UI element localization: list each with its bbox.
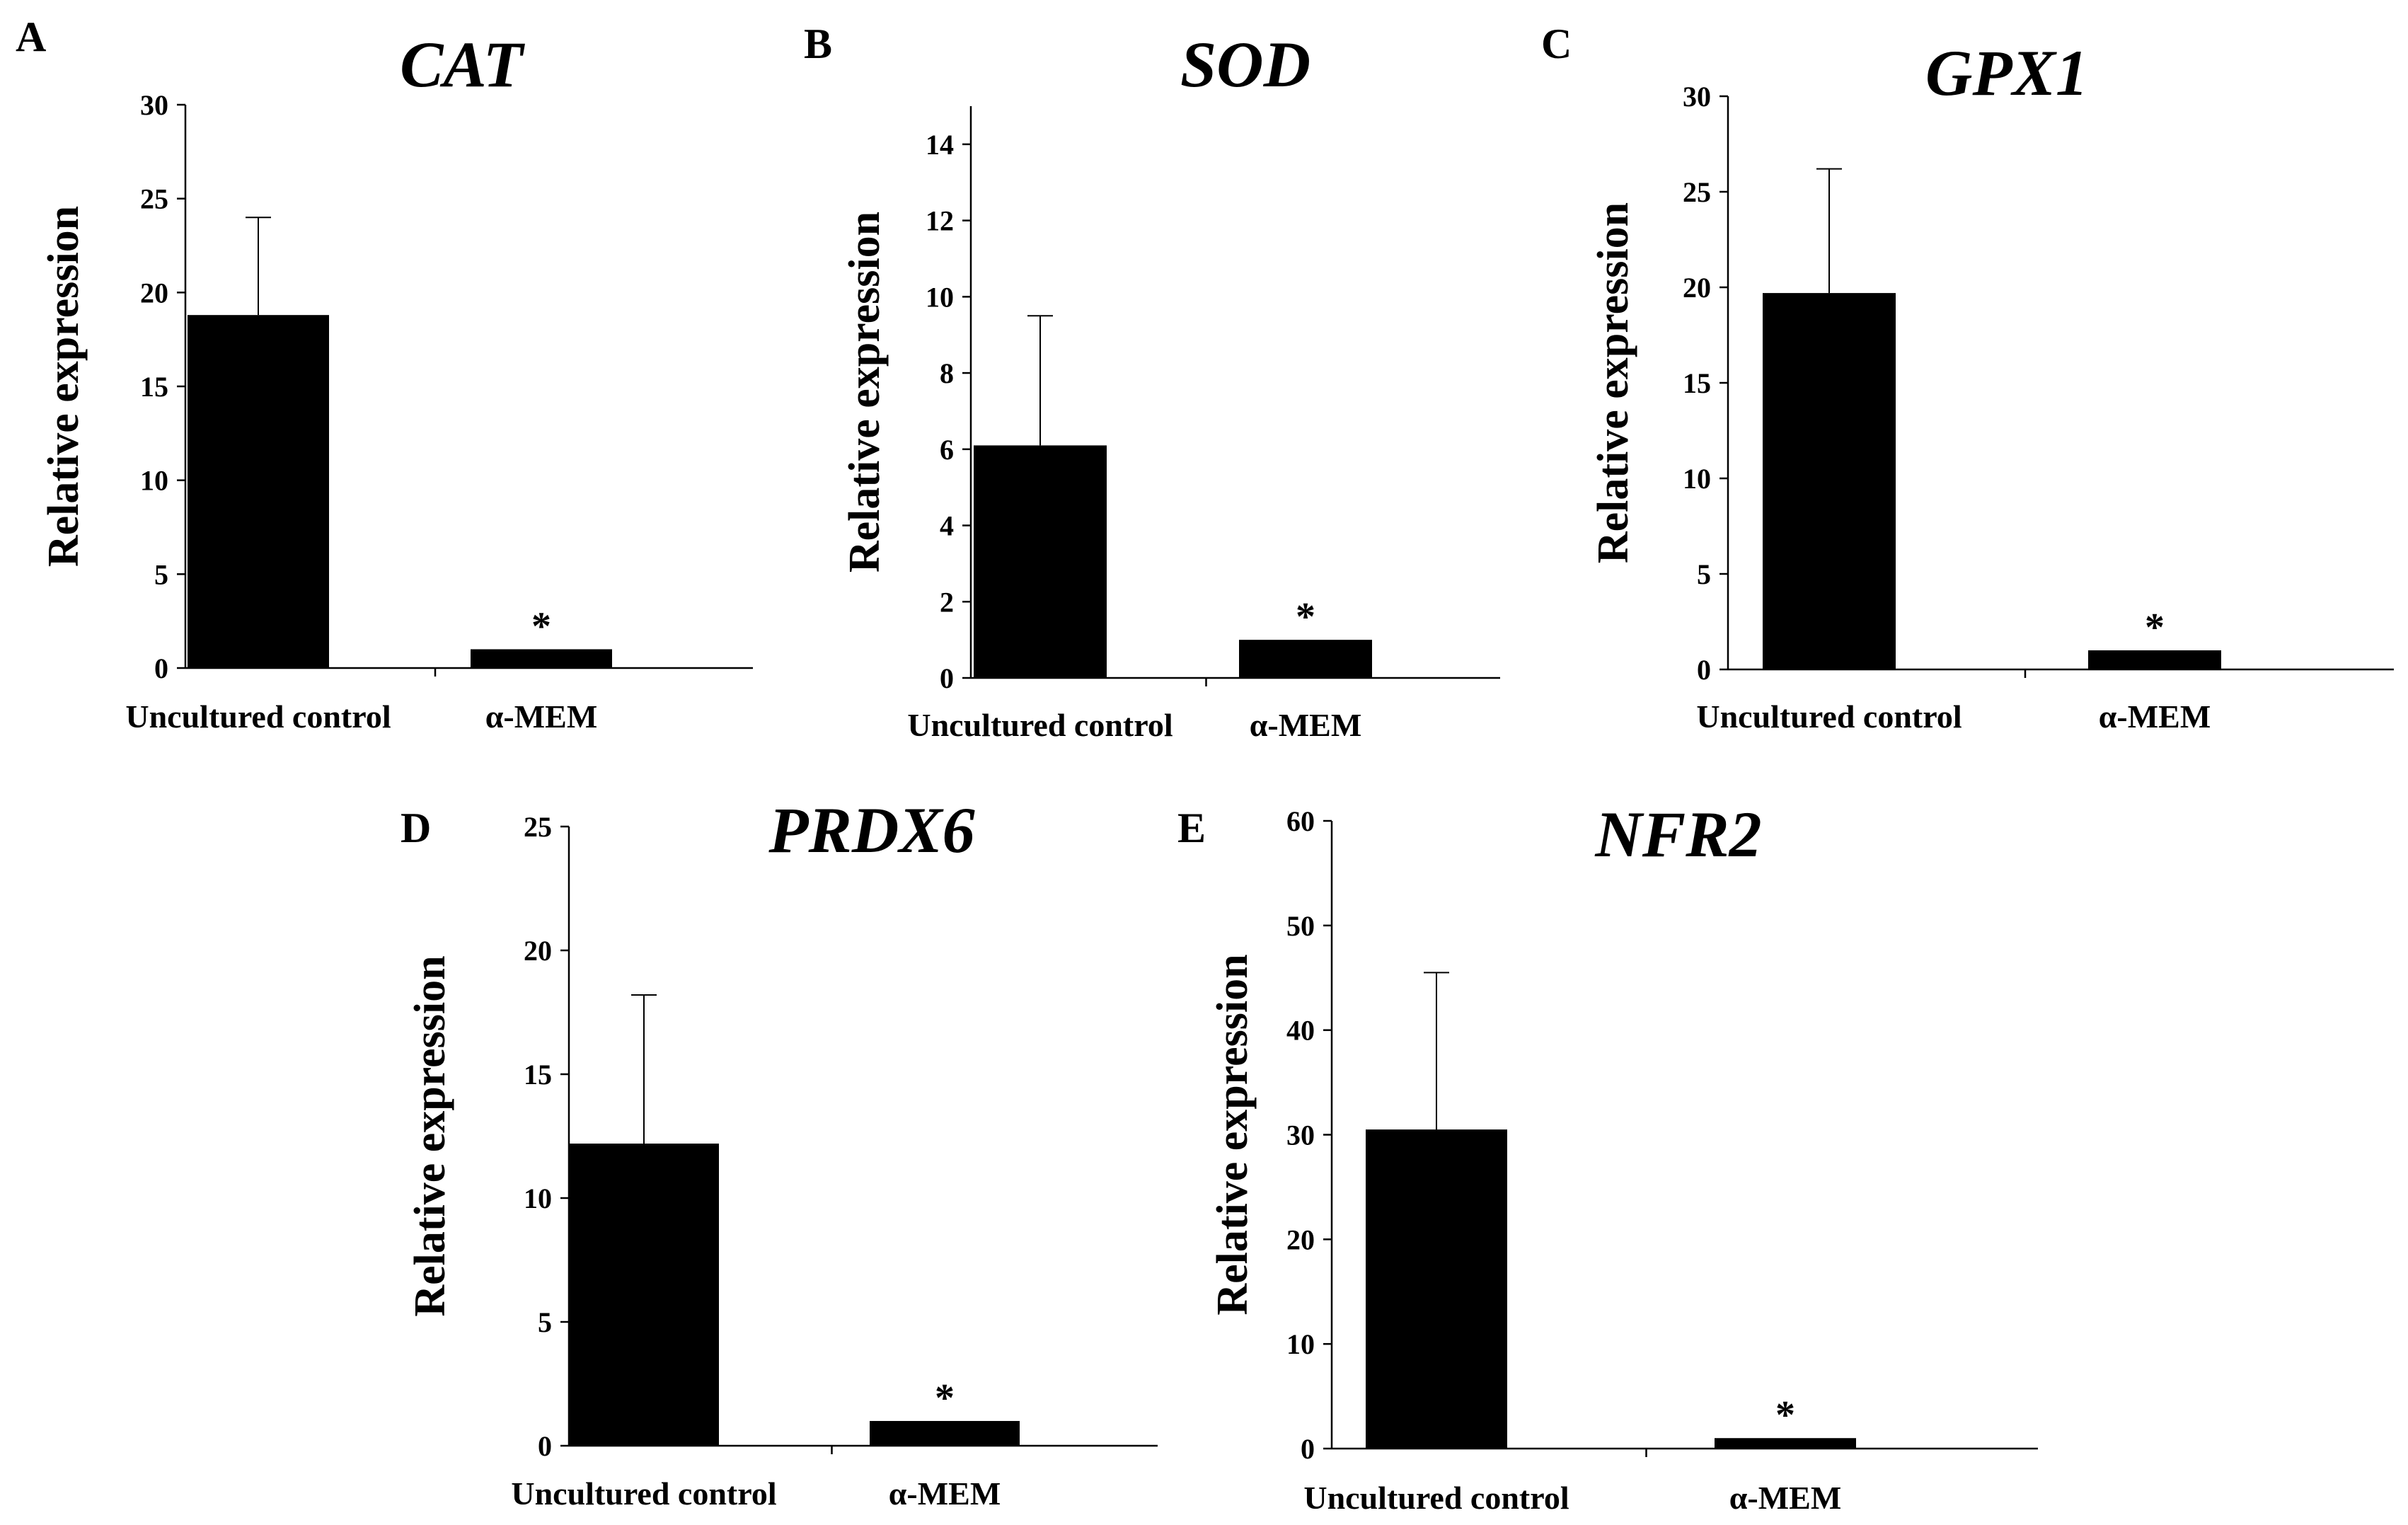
panel-letter: C <box>1541 21 1572 67</box>
y-tick-label: 60 <box>1286 805 1315 837</box>
y-axis-label: Relative expression <box>40 206 88 567</box>
chart-title: CAT <box>400 28 526 100</box>
bar-uncultured-control <box>974 445 1107 678</box>
y-tick-label: 20 <box>1683 272 1711 304</box>
x-category-label: α-MEM <box>1729 1480 1842 1516</box>
y-tick-label: 0 <box>940 662 954 694</box>
y-tick-label: 14 <box>926 129 954 161</box>
panel-letter: E <box>1177 805 1206 851</box>
y-tick-label: 20 <box>524 935 552 967</box>
chart-panel-d: D PRDX6 Relative expression 0 5 10 15 20 25 Uncul… <box>401 794 1158 1512</box>
x-category-label: Uncultured control <box>125 698 391 735</box>
y-axis-label: Relative expression <box>1589 202 1637 563</box>
significance-marker: * <box>2145 606 2165 650</box>
chart-title: SOD <box>1180 28 1310 100</box>
bar-alpha-mem <box>870 1421 1020 1446</box>
y-tick-label: 10 <box>1683 463 1711 495</box>
chart-title: PRDX6 <box>768 794 974 866</box>
y-tick-label: 15 <box>140 371 168 403</box>
y-tick-label: 20 <box>1286 1224 1315 1255</box>
x-category-label: α-MEM <box>1250 707 1362 743</box>
y-tick-label: 40 <box>1286 1015 1315 1047</box>
x-category-label: α-MEM <box>889 1475 1001 1512</box>
x-category-label: Uncultured control <box>1303 1480 1569 1516</box>
x-category-label: α-MEM <box>2099 698 2211 735</box>
significance-marker: * <box>1296 595 1315 639</box>
y-tick-label: 0 <box>154 652 168 684</box>
y-tick-label: 50 <box>1286 910 1315 942</box>
y-axis-label: Relative expression <box>406 955 454 1316</box>
significance-marker: * <box>531 604 551 648</box>
x-category-label: α-MEM <box>485 698 598 735</box>
y-tick-label: 15 <box>1683 367 1711 399</box>
y-tick-label: 10 <box>524 1182 552 1214</box>
panel-letter: B <box>804 21 832 67</box>
x-category-label: Uncultured control <box>511 1475 776 1512</box>
y-tick-label: 15 <box>524 1059 552 1090</box>
y-tick-label: 12 <box>926 205 954 237</box>
significance-marker: * <box>1775 1393 1795 1437</box>
chart-panel-b: B SOD Relative expression 0 2 4 6 8 10 12 14 Uncult… <box>804 21 1500 743</box>
y-tick-label: 25 <box>524 811 552 843</box>
y-tick-label: 20 <box>140 277 168 309</box>
y-tick-label: 30 <box>140 89 168 121</box>
bar-uncultured-control <box>569 1144 719 1446</box>
panel-letter: D <box>401 805 431 851</box>
y-tick-label: 5 <box>538 1306 552 1338</box>
y-tick-label: 25 <box>1683 176 1711 208</box>
y-tick-label: 10 <box>926 281 954 313</box>
chart-panel-c: C GPX1 Relative expression 0 5 10 15 20 25 30 Uncu… <box>1541 21 2394 735</box>
x-category-label: Uncultured control <box>1696 698 1961 735</box>
chart-title: NFR2 <box>1594 798 1761 870</box>
y-tick-label: 10 <box>140 465 168 497</box>
y-tick-label: 0 <box>538 1430 552 1462</box>
y-tick-label: 6 <box>940 434 954 466</box>
bar-uncultured-control <box>188 315 329 668</box>
bar-uncultured-control <box>1366 1129 1507 1449</box>
y-axis-label: Relative expression <box>841 212 889 572</box>
bar-alpha-mem <box>1715 1438 1856 1449</box>
y-tick-label: 30 <box>1683 81 1711 113</box>
y-tick-label: 5 <box>1697 558 1711 590</box>
chart-panel-a: A CAT Relative expression 0 5 10 15 20 25 30 Uncul… <box>16 13 753 735</box>
y-tick-label: 4 <box>940 510 954 542</box>
y-tick-label: 5 <box>154 558 168 590</box>
y-tick-label: 30 <box>1286 1120 1315 1151</box>
chart-title: GPX1 <box>1925 37 2088 109</box>
panel-letter: A <box>16 13 46 60</box>
bar-alpha-mem <box>471 649 612 668</box>
bar-uncultured-control <box>1763 293 1896 670</box>
bar-alpha-mem <box>2088 650 2221 669</box>
y-axis-label: Relative expression <box>1209 954 1257 1315</box>
y-tick-label: 8 <box>940 357 954 389</box>
y-tick-label: 10 <box>1286 1328 1315 1360</box>
y-tick-label: 0 <box>1301 1433 1315 1465</box>
significance-marker: * <box>935 1376 955 1420</box>
y-tick-label: 2 <box>940 586 954 618</box>
y-tick-label: 25 <box>140 183 168 215</box>
y-tick-label: 0 <box>1697 654 1711 686</box>
chart-panel-e: E NFR2 Relative expression 0 10 20 30 40 50 60 Unc… <box>1177 798 2038 1516</box>
x-category-label: Uncultured control <box>907 707 1173 743</box>
bar-alpha-mem <box>1239 640 1372 678</box>
